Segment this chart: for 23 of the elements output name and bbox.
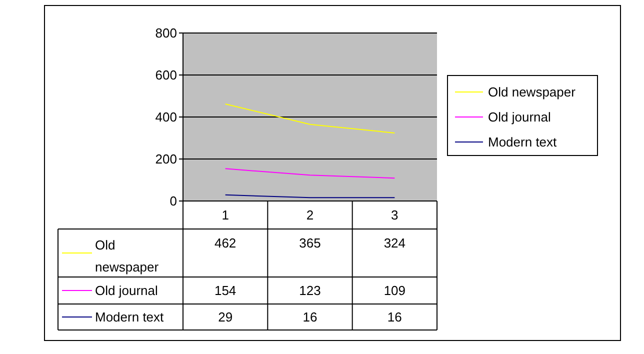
- data-label: 324: [384, 236, 406, 251]
- text: Old journal: [95, 283, 158, 298]
- legend-label: Old newspaper: [488, 84, 576, 100]
- data-label: 109: [384, 283, 406, 298]
- data-label: 16: [302, 310, 318, 325]
- legend-label: Old journal: [488, 110, 551, 125]
- data-label: 462: [214, 236, 236, 251]
- data-label: 123: [299, 283, 321, 298]
- text: Modern text: [95, 310, 164, 325]
- y-tick-label: 0: [170, 194, 177, 209]
- text: Old newspaper: [95, 238, 159, 275]
- data-label: 154: [214, 283, 236, 298]
- legend-label: Modern text: [488, 134, 558, 150]
- data-label: 365: [299, 236, 321, 251]
- x-tick-label: 3: [391, 208, 398, 223]
- y-tick-label: 600: [155, 68, 177, 83]
- x-tick-label: 2: [306, 208, 314, 223]
- x-tick-label: 1: [222, 208, 229, 223]
- data-label: 16: [387, 310, 402, 325]
- y-tick-label: 200: [155, 152, 177, 167]
- y-tick-label: 400: [155, 110, 177, 125]
- y-tick-label: 800: [155, 26, 177, 41]
- data-label: 29: [218, 310, 233, 325]
